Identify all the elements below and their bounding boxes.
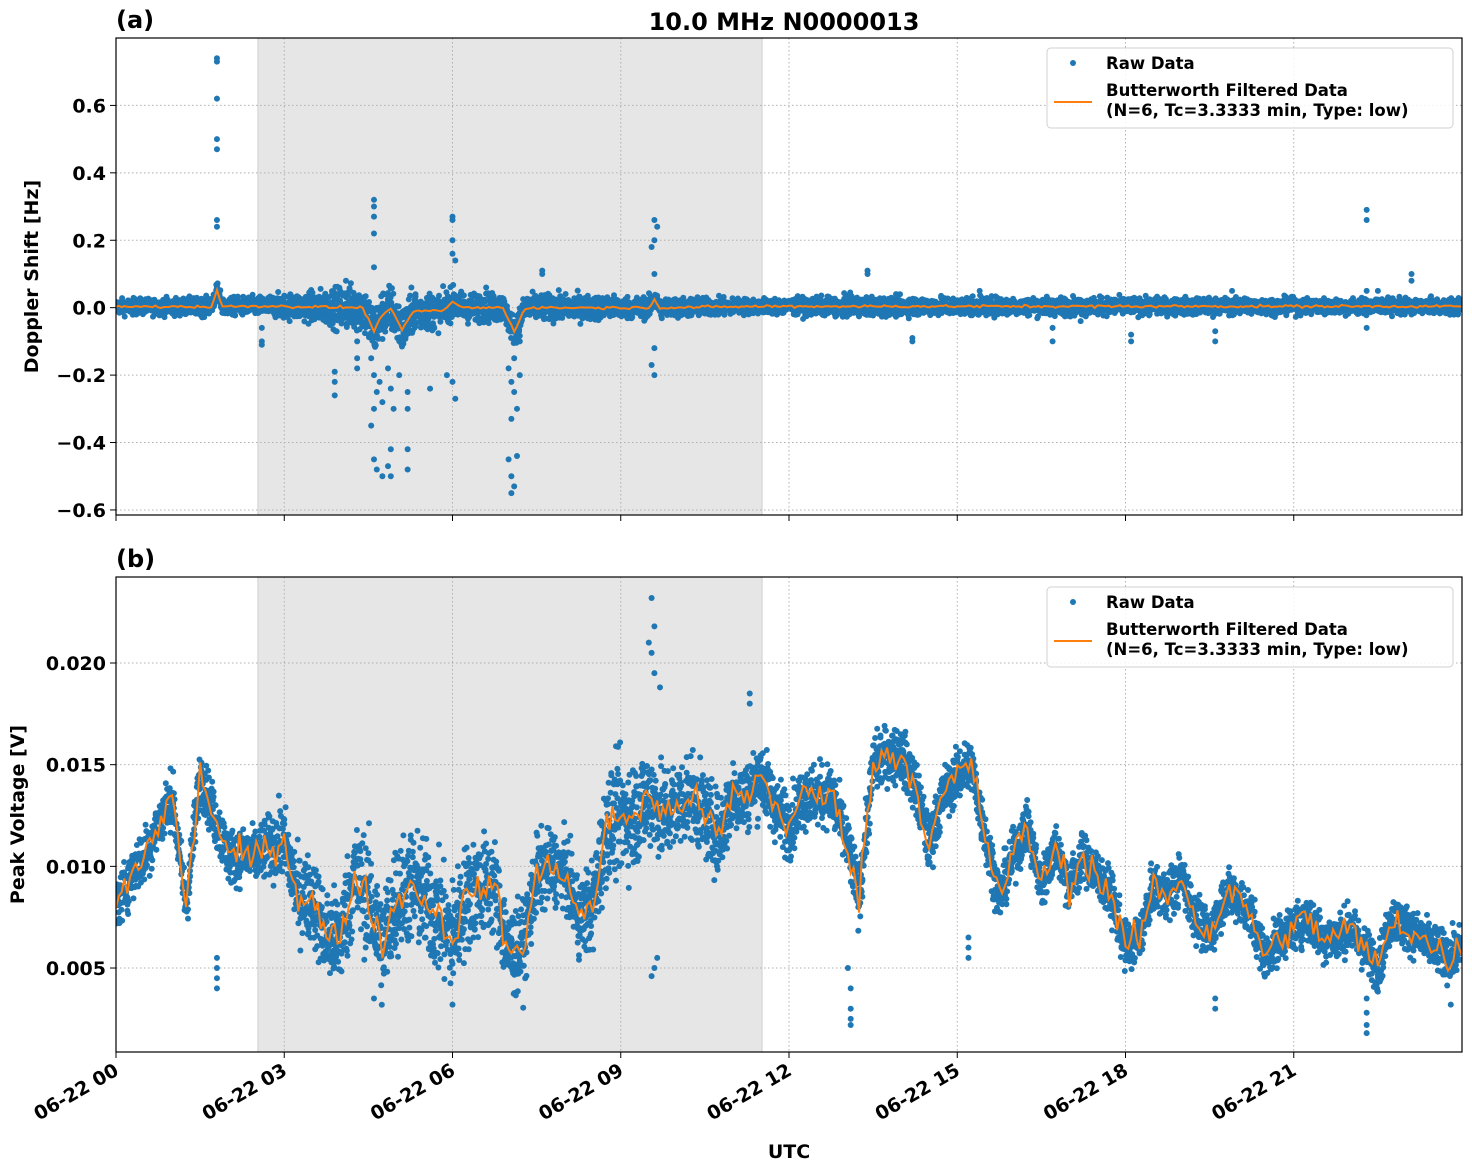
raw-data-point [337,297,344,304]
raw-data-point [818,292,825,299]
raw-data-point [388,299,395,306]
raw-data-point [309,289,316,296]
raw-data-point [897,291,903,298]
raw-data-point [407,292,414,299]
raw-data-point [720,294,727,300]
raw-data-point [384,290,391,297]
raw-data-point [447,320,454,327]
raw-data-point [440,283,447,290]
raw-data-point [176,312,183,319]
raw-data-point [417,324,424,331]
raw-data-point [450,282,457,288]
chart-title: 10.0 MHz N0000013 [649,8,920,36]
raw-data-point [408,284,415,291]
raw-data-point [382,328,389,335]
raw-data-point [232,312,239,319]
raw-data-point [454,311,461,318]
raw-data-point [509,311,516,318]
raw-data-point [574,287,581,294]
raw-data-point [604,294,611,301]
raw-data-point [680,294,687,301]
raw-data-point [275,289,282,295]
raw-data-point [576,293,583,300]
raw-data-point [347,280,354,287]
raw-data-point [579,315,586,322]
raw-data-point [555,287,562,294]
raw-data-point [203,292,210,299]
raw-data-point [395,303,402,310]
raw-data-point [383,321,390,328]
raw-data-point [362,293,369,300]
raw-data-point [121,313,128,320]
raw-data-point [624,293,631,300]
raw-data-point [345,292,352,299]
raw-data-point [249,291,256,298]
raw-data-point [658,315,665,322]
raw-data-point [833,312,840,319]
raw-data-point [516,328,523,335]
raw-data-point [905,315,912,322]
shaded-region [257,37,763,516]
raw-data-point [559,314,566,321]
raw-data-point [465,320,471,327]
raw-data-point [803,313,810,320]
raw-data-point [856,313,862,320]
raw-data-point [333,328,340,335]
raw-data-point [577,320,584,327]
raw-data-point [366,299,372,305]
raw-data-point [550,320,557,327]
raw-data-point [311,316,318,323]
raw-data-point [379,336,386,342]
raw-data-point [1098,294,1105,301]
raw-data-point [562,291,569,297]
raw-data-point [969,293,976,300]
raw-data-point [412,323,419,330]
raw-data-point [317,285,324,292]
raw-data-point [435,330,442,337]
raw-data-point [436,292,442,299]
raw-data-point [372,342,379,349]
raw-data-point [234,293,241,300]
raw-data-point [716,292,722,299]
raw-data-point [424,326,431,333]
raw-data-point [599,295,606,302]
raw-data-point [516,332,523,339]
raw-data-point [437,318,444,325]
raw-data-point [388,285,395,292]
doppler-shift-panel: −0.6−0.4−0.20.00.20.40.6(a)Doppler Shift… [21,6,1463,522]
raw-data-point [721,311,728,318]
raw-data-point [460,292,467,299]
raw-data-point [390,290,397,297]
raw-data-point [431,325,438,331]
raw-data-point [286,318,293,325]
raw-data-point [412,291,419,298]
